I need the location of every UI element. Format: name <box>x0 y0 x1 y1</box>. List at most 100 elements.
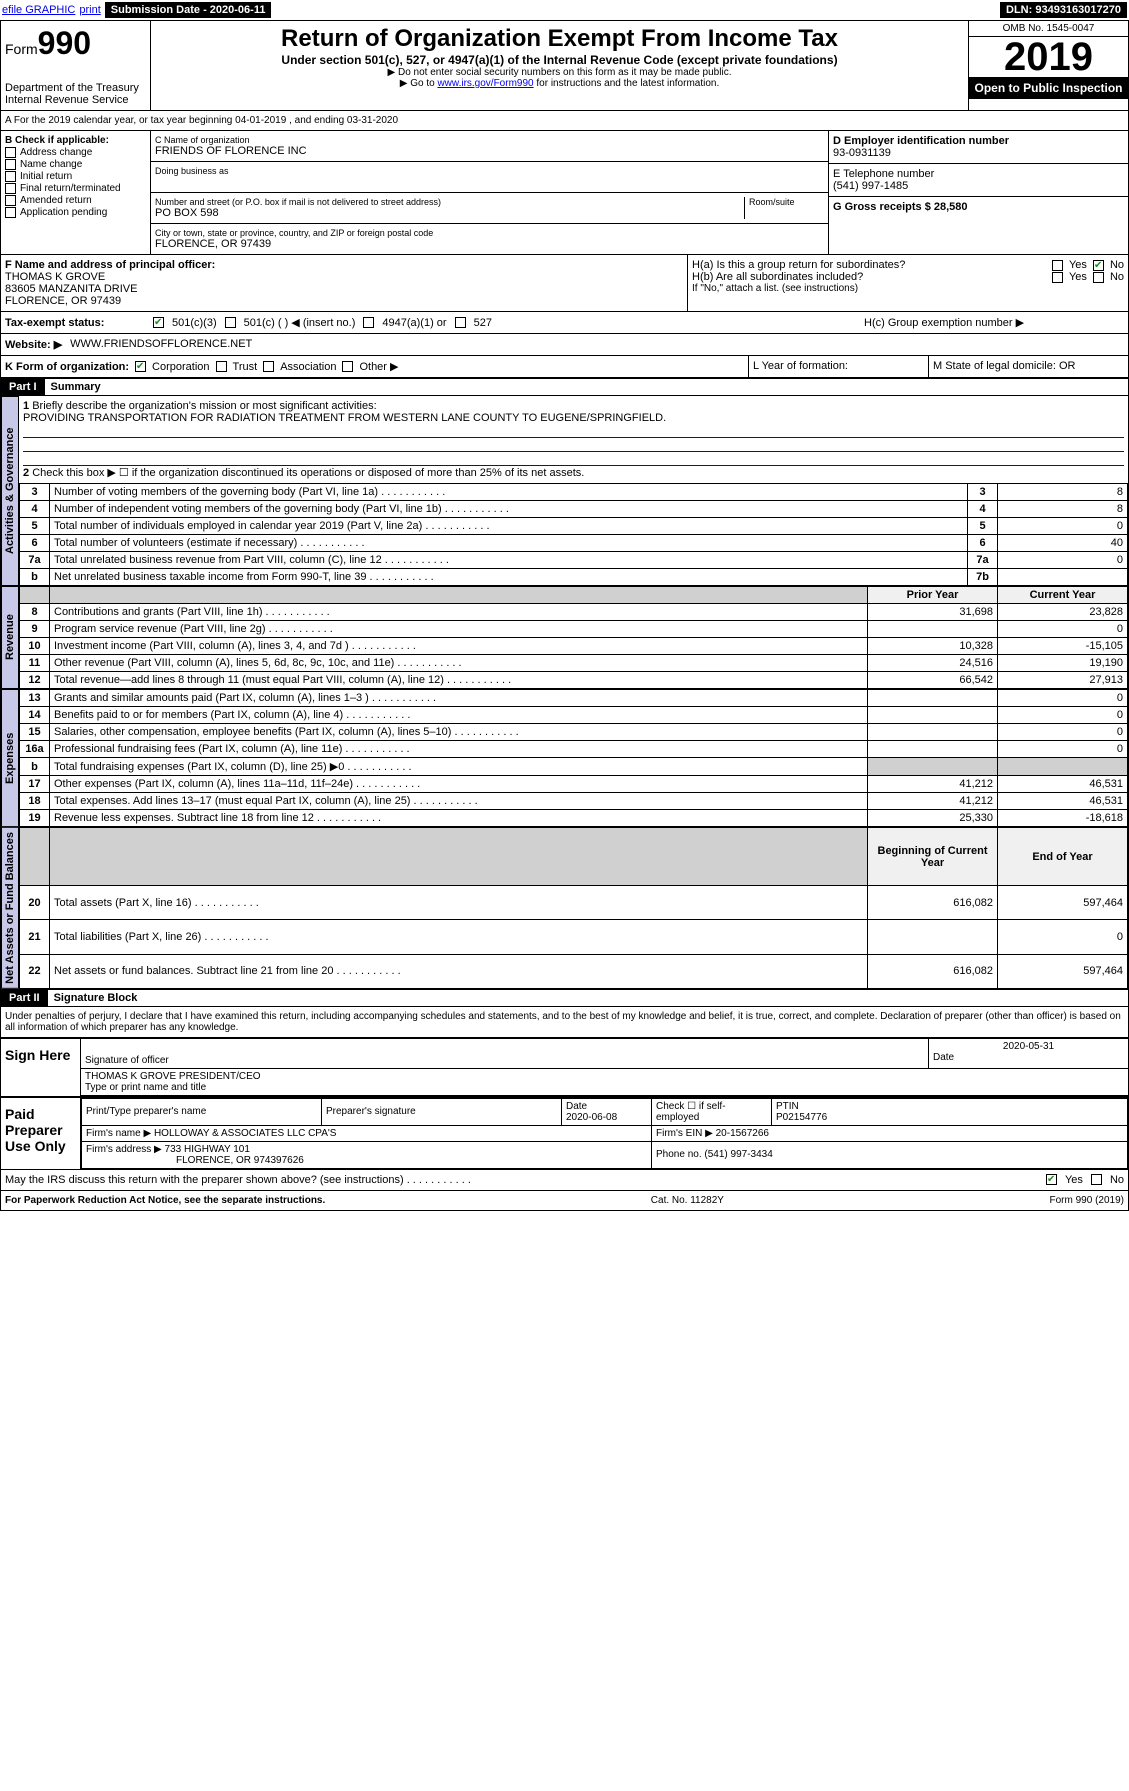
gross-receipts: G Gross receipts $ 28,580 <box>833 201 1124 213</box>
section-b: B Check if applicable: Address change Na… <box>1 131 151 254</box>
declaration: Under penalties of perjury, I declare th… <box>1 1007 1128 1037</box>
ein: 93-0931139 <box>833 147 1124 159</box>
sign-here-block: Sign Here Signature of officer 2020-05-3… <box>1 1037 1128 1096</box>
exp-table: 13Grants and similar amounts paid (Part … <box>19 689 1128 827</box>
city-label: City or town, state or province, country… <box>155 228 824 238</box>
net-vert-label: Net Assets or Fund Balances <box>1 827 19 989</box>
preparer-table: Print/Type preparer's name Preparer's si… <box>81 1098 1128 1169</box>
governance-block: Activities & Governance 1 Briefly descri… <box>1 396 1128 586</box>
paid-preparer-block: Paid Preparer Use Only Print/Type prepar… <box>1 1096 1128 1169</box>
cb-501c[interactable] <box>225 317 236 328</box>
cb-4947[interactable] <box>363 317 374 328</box>
date-label: Date <box>933 1052 1124 1063</box>
hb-label: H(b) Are all subordinates included? <box>692 271 1046 283</box>
irs-label: Internal Revenue Service <box>5 94 146 106</box>
website: WWW.FRIENDSOFFLORENCE.NET <box>70 338 252 351</box>
part2-title: Signature Block <box>48 990 144 1006</box>
efile-link[interactable]: efile GRAPHIC <box>2 4 75 16</box>
open-public: Open to Public Inspection <box>969 77 1128 99</box>
tax-year: 2019 <box>969 37 1128 77</box>
sections-bcd: B Check if applicable: Address change Na… <box>1 131 1128 255</box>
discuss-row: May the IRS discuss this return with the… <box>1 1169 1128 1190</box>
note-ssn: ▶ Do not enter social security numbers o… <box>155 67 964 78</box>
netassets-block: Net Assets or Fund Balances Beginning of… <box>1 827 1128 989</box>
section-b-label: B Check if applicable: <box>5 135 146 146</box>
cb-assoc[interactable] <box>263 361 274 372</box>
org-address: PO BOX 598 <box>155 207 744 219</box>
cb-corp[interactable] <box>135 361 146 372</box>
org-name-label: C Name of organization <box>155 135 824 145</box>
officer-addr2: FLORENCE, OR 97439 <box>5 295 683 307</box>
irs-link[interactable]: www.irs.gov/Form990 <box>437 78 533 89</box>
paid-prep-label: Paid Preparer Use Only <box>1 1098 81 1169</box>
cb-501c3[interactable] <box>153 317 164 328</box>
dba-label: Doing business as <box>155 166 824 176</box>
phone-label: E Telephone number <box>833 168 1124 180</box>
hb-note: If "No," attach a list. (see instruction… <box>692 283 1124 294</box>
gov-table: 3Number of voting members of the governi… <box>19 483 1128 586</box>
j-label: Website: ▶ <box>5 338 62 351</box>
cb-pending[interactable] <box>5 207 16 218</box>
form-header: Form990 Department of the Treasury Inter… <box>1 21 1128 111</box>
footer: For Paperwork Reduction Act Notice, see … <box>1 1190 1128 1210</box>
paperwork-notice: For Paperwork Reduction Act Notice, see … <box>5 1195 325 1206</box>
form-subtitle: Under section 501(c), 527, or 4947(a)(1)… <box>155 53 964 67</box>
cb-final-return[interactable] <box>5 183 16 194</box>
expenses-block: Expenses 13Grants and similar amounts pa… <box>1 689 1128 827</box>
i-label: Tax-exempt status: <box>5 317 145 329</box>
mission-text: PROVIDING TRANSPORTATION FOR RADIATION T… <box>23 412 1124 424</box>
sign-here-label: Sign Here <box>1 1039 81 1096</box>
part1-header-row: Part I Summary <box>1 378 1128 396</box>
cb-trust[interactable] <box>216 361 227 372</box>
line1-label: Briefly describe the organization's miss… <box>32 400 376 412</box>
ein-label: D Employer identification number <box>833 135 1124 147</box>
cb-address-change[interactable] <box>5 147 16 158</box>
form-title: Return of Organization Exempt From Incom… <box>155 25 964 53</box>
l-label: L Year of formation: <box>748 356 928 377</box>
sig-officer-label: Signature of officer <box>85 1055 924 1066</box>
cb-ha-no[interactable] <box>1093 260 1104 271</box>
section-j: Website: ▶ WWW.FRIENDSOFFLORENCE.NET <box>1 334 1128 356</box>
gov-vert-label: Activities & Governance <box>1 396 19 586</box>
sections-klm: K Form of organization: Corporation Trus… <box>1 356 1128 378</box>
part1-title: Summary <box>45 379 107 395</box>
line2: Check this box ▶ ☐ if the organization d… <box>32 467 584 479</box>
cb-amended[interactable] <box>5 195 16 206</box>
cb-initial-return[interactable] <box>5 171 16 182</box>
part2-header-row: Part II Signature Block <box>1 989 1128 1007</box>
form-container: Form990 Department of the Treasury Inter… <box>0 20 1129 1211</box>
addr-label: Number and street (or P.O. box if mail i… <box>155 197 744 207</box>
hc-label: H(c) Group exemption number ▶ <box>864 316 1124 329</box>
print-link[interactable]: print <box>79 4 100 16</box>
section-h: H(a) Is this a group return for subordin… <box>688 255 1128 311</box>
cb-discuss-no[interactable] <box>1091 1174 1102 1185</box>
k-label: K Form of organization: <box>5 361 129 373</box>
section-a: A For the 2019 calendar year, or tax yea… <box>1 111 1128 131</box>
section-i: Tax-exempt status: 501(c)(3) 501(c) ( ) … <box>1 312 1128 334</box>
form-prefix: Form <box>5 41 38 57</box>
org-name: FRIENDS OF FLORENCE INC <box>155 145 824 157</box>
officer-addr1: 83605 MANZANITA DRIVE <box>5 283 683 295</box>
cb-other[interactable] <box>342 361 353 372</box>
rev-vert-label: Revenue <box>1 586 19 689</box>
section-degh: D Employer identification number 93-0931… <box>828 131 1128 254</box>
cb-name-change[interactable] <box>5 159 16 170</box>
top-bar: efile GRAPHIC print Submission Date - 20… <box>0 0 1129 20</box>
sig-date: 2020-05-31 <box>933 1041 1124 1052</box>
section-c: C Name of organization FRIENDS OF FLOREN… <box>151 131 828 254</box>
cb-discuss-yes[interactable] <box>1046 1174 1057 1185</box>
dept-treasury: Department of the Treasury <box>5 82 146 94</box>
dln: DLN: 93493163017270 <box>1000 2 1127 18</box>
cb-ha-yes[interactable] <box>1052 260 1063 271</box>
revenue-block: Revenue Prior YearCurrent Year8Contribut… <box>1 586 1128 689</box>
form-number: 990 <box>38 25 91 61</box>
rev-table: Prior YearCurrent Year8Contributions and… <box>19 586 1128 689</box>
cb-hb-yes[interactable] <box>1052 272 1063 283</box>
cb-527[interactable] <box>455 317 466 328</box>
officer-name: THOMAS K GROVE <box>5 271 683 283</box>
officer-name-title: THOMAS K GROVE PRESIDENT/CEO <box>85 1071 1124 1082</box>
sections-fh: F Name and address of principal officer:… <box>1 255 1128 312</box>
ha-label: H(a) Is this a group return for subordin… <box>692 259 1046 271</box>
cb-hb-no[interactable] <box>1093 272 1104 283</box>
org-city: FLORENCE, OR 97439 <box>155 238 824 250</box>
